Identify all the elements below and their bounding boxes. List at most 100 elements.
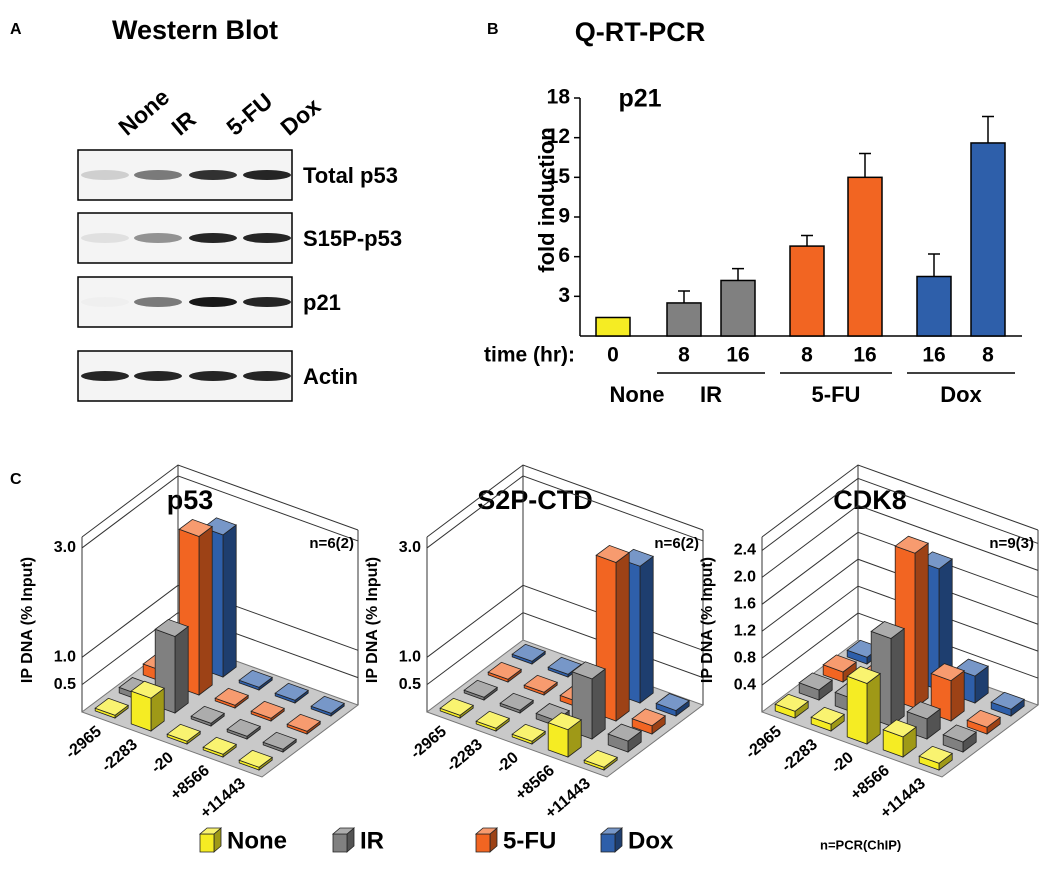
x-tick-label: 8: [801, 344, 813, 367]
blot-band: [189, 297, 237, 307]
bar: [720, 279, 756, 337]
legend-note: n=PCR(ChIP): [820, 837, 901, 852]
bar-face-top: [475, 710, 511, 729]
group-label: None: [610, 382, 665, 407]
bar-face-top: [474, 827, 499, 835]
bar-3d: [250, 700, 286, 722]
bar-3d: [238, 669, 274, 691]
bar-face-top: [499, 692, 535, 711]
lane-label: Dox: [275, 93, 325, 141]
bar-3d: [511, 723, 547, 745]
blot-band: [189, 233, 237, 243]
bar-face-side: [591, 668, 606, 740]
grid-line: [81, 475, 359, 549]
chart-title: S2P-CTD: [477, 485, 593, 515]
grid-line: [761, 504, 1039, 578]
bar-3d: [607, 723, 643, 753]
bar-face-side: [174, 625, 189, 714]
x-tick-label: 16: [726, 344, 749, 367]
y-tick-label: 1.0: [399, 649, 421, 666]
bar-3d: [918, 745, 954, 771]
bar-3d: [439, 697, 475, 719]
bar-face-side: [639, 555, 654, 704]
error-bar: [678, 290, 690, 303]
bar-face-top: [918, 745, 954, 764]
bar-face-top: [882, 719, 918, 738]
bar-face-top: [595, 544, 631, 563]
bar: [970, 142, 1006, 337]
chart-title: p53: [167, 485, 214, 515]
x-tick-label: 0: [607, 344, 619, 367]
bar-face-top: [190, 705, 226, 724]
bar-face-top: [631, 708, 667, 727]
bar-3d: [214, 687, 250, 709]
bar-face-front: [332, 833, 348, 853]
bar-3d: [846, 665, 882, 745]
wall-top: [761, 464, 1039, 538]
bar-face-top: [130, 680, 166, 699]
lane-label: 5-FU: [221, 88, 277, 141]
bar-face-top: [178, 518, 214, 537]
x-tick-label: -2965: [63, 723, 105, 762]
legend-label: Dox: [628, 827, 674, 854]
blot-band: [81, 170, 129, 180]
bar-face-front: [600, 833, 616, 853]
bar-face-top: [894, 535, 930, 554]
legend-swatch: [474, 827, 499, 853]
bar-3d: [262, 731, 298, 753]
bar-3d: [238, 749, 274, 771]
x-tick-label: -20: [148, 749, 177, 777]
bar-3d: [475, 710, 511, 732]
y-tick-label: 1.6: [734, 596, 756, 613]
wall-edges: [761, 465, 1039, 712]
bar-3d: [130, 680, 166, 732]
blot-band: [243, 233, 291, 243]
blot-band: [134, 371, 182, 381]
bar-face-side: [890, 627, 905, 727]
bar-face-side: [914, 542, 929, 709]
bar-face-top: [547, 712, 583, 731]
blot-band: [81, 233, 129, 243]
annotation: n=6(2): [309, 535, 354, 552]
bar-face-top: [274, 682, 310, 701]
bar-face-top: [930, 663, 966, 682]
x-tick-label: -2965: [408, 723, 450, 762]
bar-3d: [499, 692, 535, 714]
bar-3d: [966, 709, 1002, 735]
bar-3d: [226, 718, 262, 740]
bar-face-top: [238, 749, 274, 768]
bar-3d: [547, 656, 583, 678]
blot-band: [189, 170, 237, 180]
blot-band: [134, 233, 182, 243]
bar-3d: [286, 713, 322, 735]
bar-face-side: [866, 672, 881, 745]
bar-face-top: [250, 700, 286, 719]
y-tick-label: 1.0: [54, 649, 76, 666]
bar-face-top: [511, 723, 547, 742]
x-tick-label: +11443: [542, 775, 594, 822]
bar-face-top: [774, 693, 810, 712]
bar-face-top: [439, 697, 475, 716]
bar-face-top: [846, 665, 882, 684]
y-tick-label: 2.0: [734, 569, 756, 586]
grid-line: [761, 585, 1039, 659]
bar-face-top: [331, 827, 356, 835]
x-tick-label: 8: [678, 344, 690, 367]
bar-face-top: [226, 718, 262, 737]
blot-band: [81, 297, 129, 307]
grid-line: [81, 584, 359, 658]
bar-face-top: [942, 724, 978, 743]
y-tick-label: 18: [547, 86, 571, 109]
bar-3d: [882, 719, 918, 758]
y-tick-label: 3.0: [54, 539, 76, 556]
bar-face-top: [571, 661, 607, 680]
x-tick-label: -2283: [444, 736, 486, 775]
grid-line: [426, 475, 704, 549]
x-tick-label: -20: [828, 749, 857, 777]
bar: [916, 275, 952, 337]
bar-3d: [822, 654, 858, 683]
annotation: n=9(3): [989, 535, 1034, 552]
panel-title: Q-RT-PCR: [575, 17, 706, 47]
bar-face-top: [310, 695, 346, 714]
grid-line: [761, 477, 1039, 551]
